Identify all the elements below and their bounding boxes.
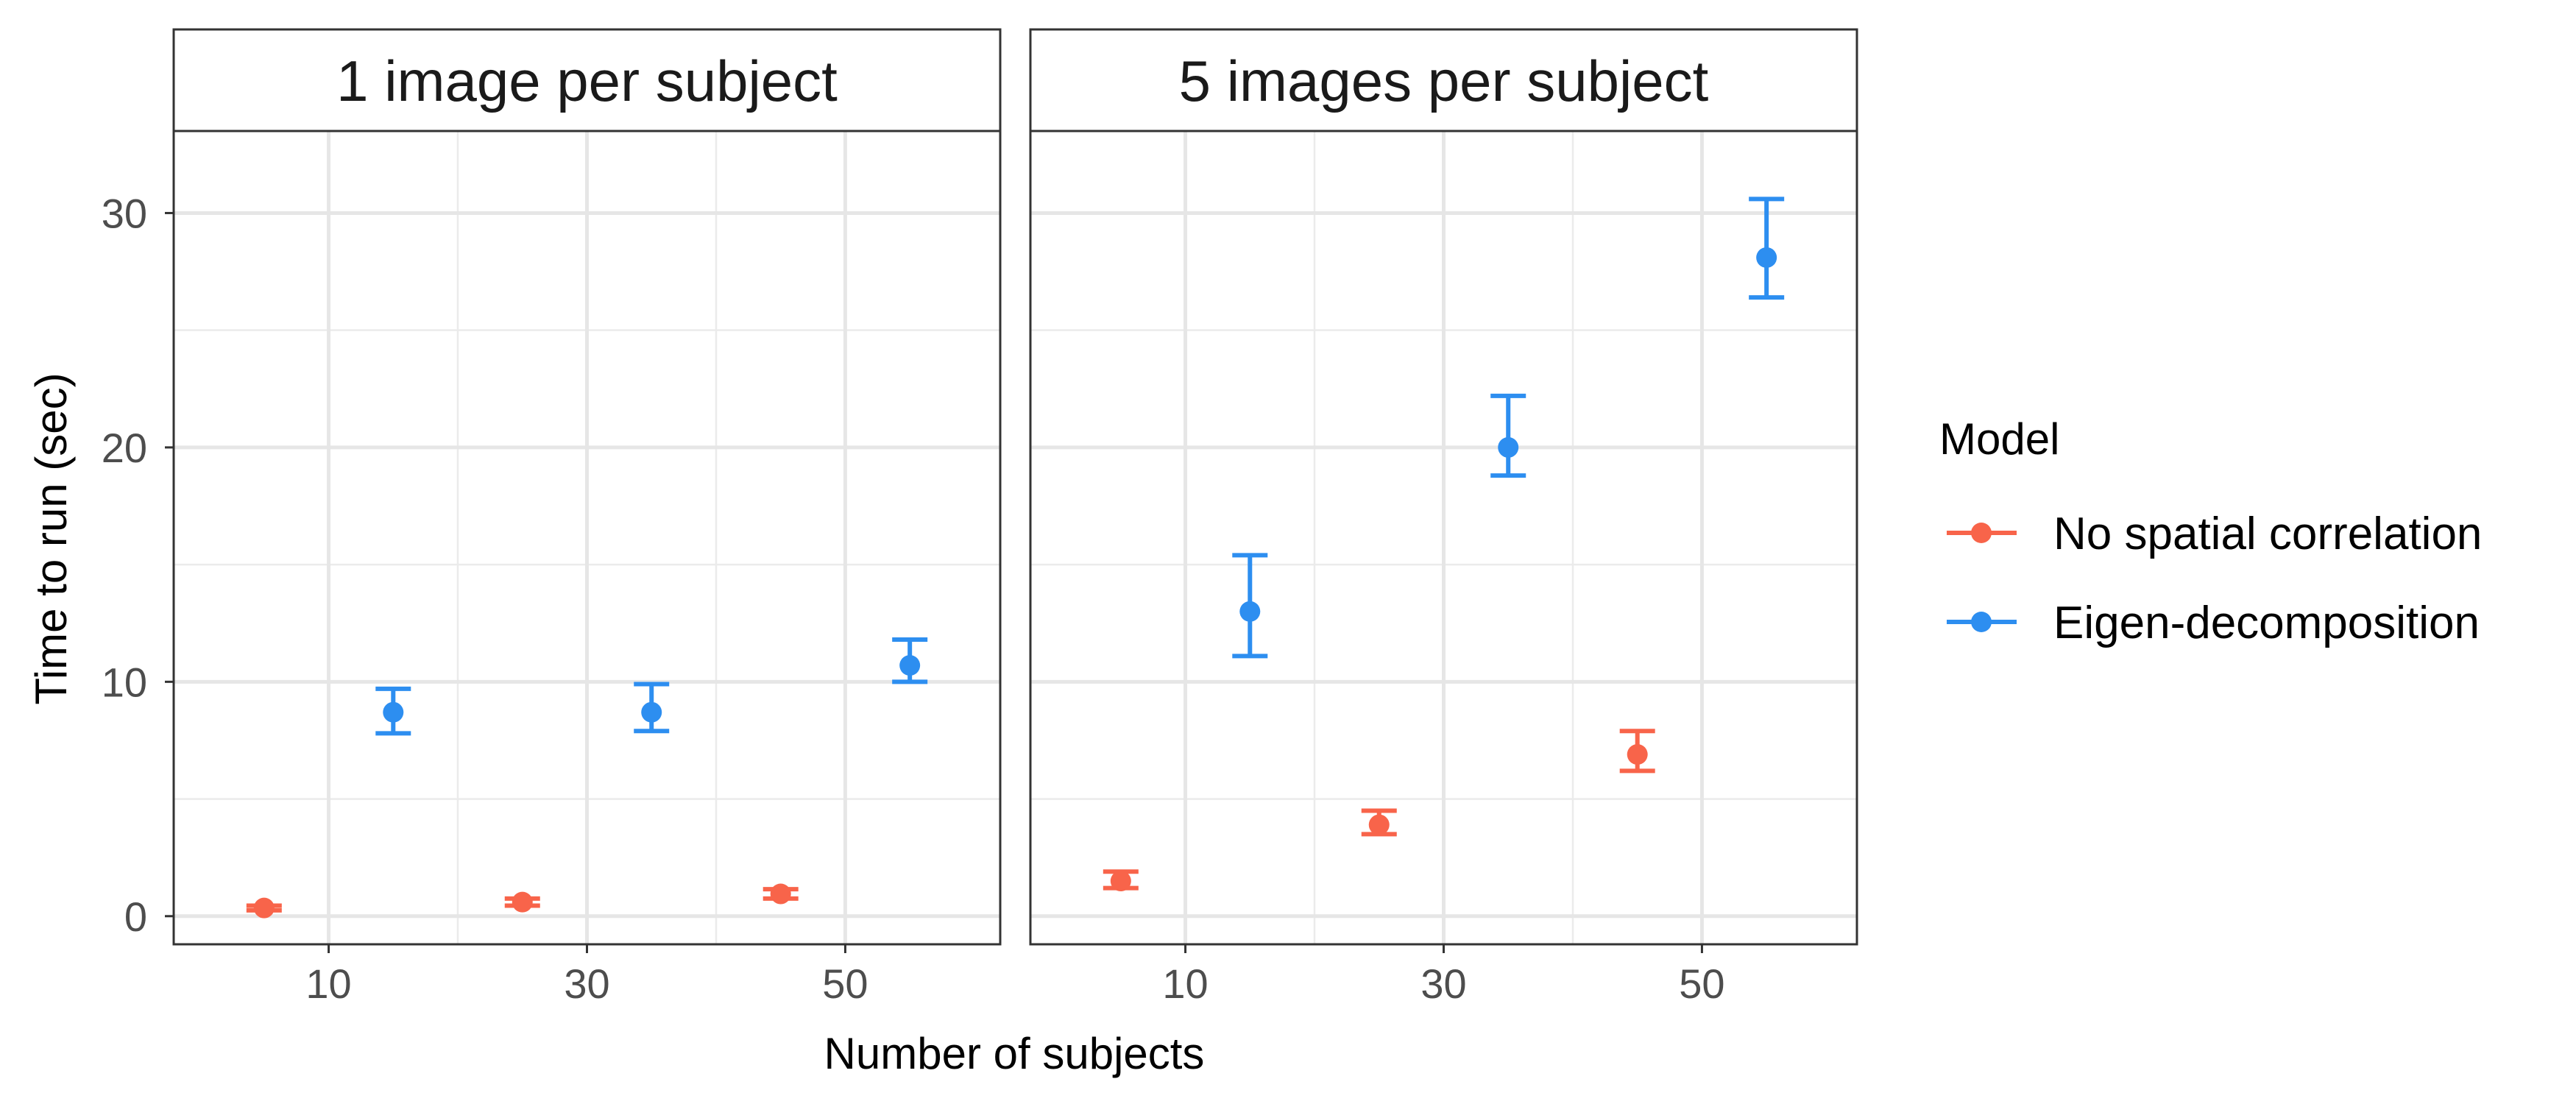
x-tick-label: 10	[305, 960, 351, 1007]
facet-strip	[1029, 28, 1858, 132]
legend-label: No spatial correlation	[2053, 509, 2482, 559]
data-point	[1110, 871, 1131, 892]
facet-title: 1 image per subject	[336, 49, 838, 113]
data-point	[1498, 436, 1519, 458]
data-point	[1239, 601, 1261, 622]
legend-label: Eigen-decomposition	[2053, 598, 2480, 648]
data-point	[1368, 814, 1390, 835]
facet-title: 5 images per subject	[1179, 49, 1709, 113]
error-bar	[1490, 393, 1526, 478]
x-tick-label: 10	[1162, 960, 1208, 1007]
data-point	[383, 701, 404, 723]
series	[1103, 729, 1655, 892]
y-axis-ticks: 0 10 20 30	[102, 190, 174, 940]
legend-key-point	[1971, 612, 1992, 632]
legend-title: Model	[1939, 414, 2059, 464]
x-tick-label: 50	[822, 960, 868, 1007]
data-point	[1756, 247, 1777, 268]
data-point	[770, 883, 791, 905]
series	[1232, 197, 1785, 659]
y-tick-label: 20	[102, 425, 147, 471]
y-tick-label: 10	[102, 659, 147, 705]
x-tick-label: 30	[564, 960, 609, 1007]
facet-strip	[172, 28, 1002, 132]
series	[246, 883, 799, 919]
legend-key	[1947, 523, 2017, 543]
series	[375, 637, 928, 736]
legend-key	[1947, 612, 2017, 632]
facet-panels: 1 image per subject 5 images per subject	[172, 28, 1858, 946]
x-axis-ticks: 10 30 50 10 30 50	[305, 944, 1725, 1007]
data-point	[253, 897, 275, 919]
data-point	[641, 701, 662, 723]
y-tick-label: 30	[102, 190, 147, 236]
facet-panel: 1 image per subject	[172, 28, 1002, 946]
facet-panel: 5 images per subject	[1029, 28, 1858, 946]
y-tick-label: 0	[124, 894, 147, 940]
data-point	[899, 655, 921, 676]
data-point	[512, 891, 533, 913]
x-tick-label: 50	[1679, 960, 1724, 1007]
x-tick-label: 30	[1420, 960, 1466, 1007]
y-axis-title: Time to run (sec)	[26, 372, 76, 704]
legend-key-point	[1971, 523, 1992, 543]
x-axis-title: Number of subjects	[824, 1029, 1205, 1078]
legend: Model No spatial correlation Eigen-decomp…	[1939, 414, 2482, 648]
data-point	[1627, 744, 1648, 765]
